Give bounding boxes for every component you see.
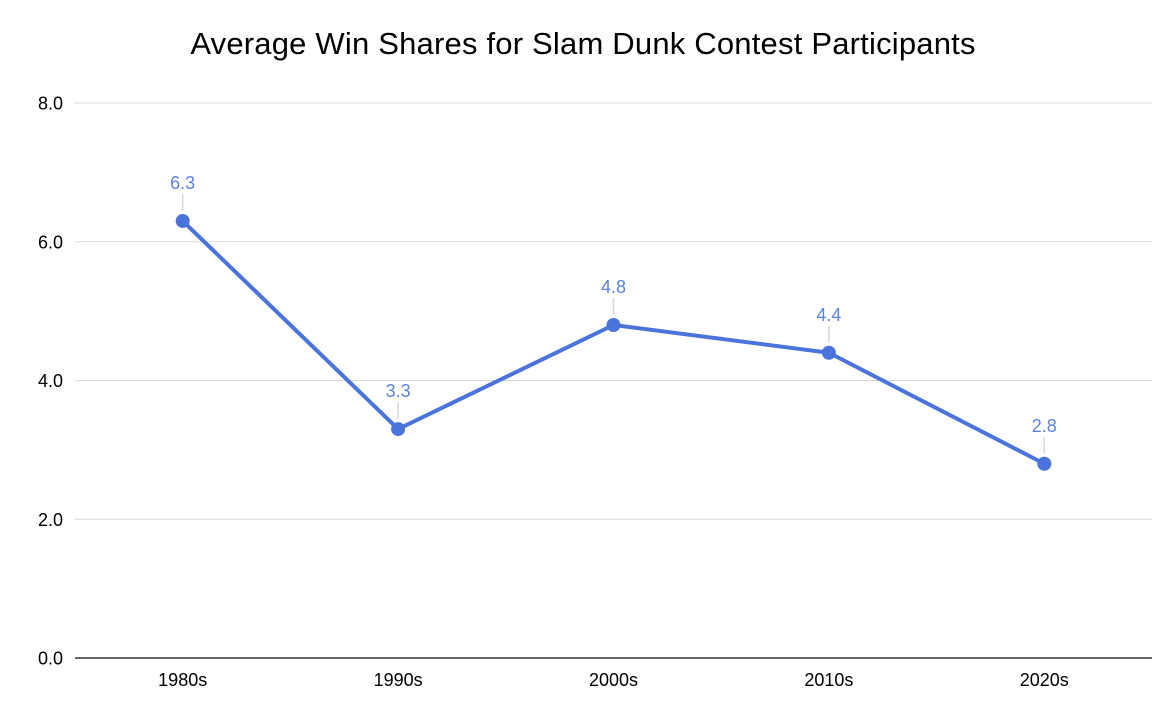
data-label: 6.3 [170,173,195,193]
data-label: 4.8 [601,277,626,297]
series-line [180,218,1047,466]
data-label: 2.8 [1032,416,1057,436]
data-point [606,318,621,332]
data-point [1037,456,1052,471]
data-point [175,213,190,228]
data-point [821,345,836,360]
x-tick-label: 2020s [1020,670,1069,690]
x-tick-label: 1990s [374,670,423,690]
x-tick-label: 2000s [589,670,638,690]
y-tick-label: 0.0 [38,649,63,669]
chart-title: Average Win Shares for Slam Dunk Contest… [190,26,976,61]
data-label: 4.4 [816,305,841,325]
y-tick-label: 8.0 [38,94,63,114]
line-chart-plot-area: 0.0 2.0 4.0 6.0 8.0 1980s 1990s 2000s 2010s 2020s… [38,94,1152,690]
x-tick-label: 1980s [158,670,207,690]
y-tick-label: 4.0 [38,371,63,391]
x-tick-label: 2010s [804,670,853,690]
y-tick-label: 2.0 [38,510,63,530]
data-label: 3.3 [386,381,411,401]
y-tick-label: 6.0 [38,232,63,252]
data-point [391,422,406,437]
